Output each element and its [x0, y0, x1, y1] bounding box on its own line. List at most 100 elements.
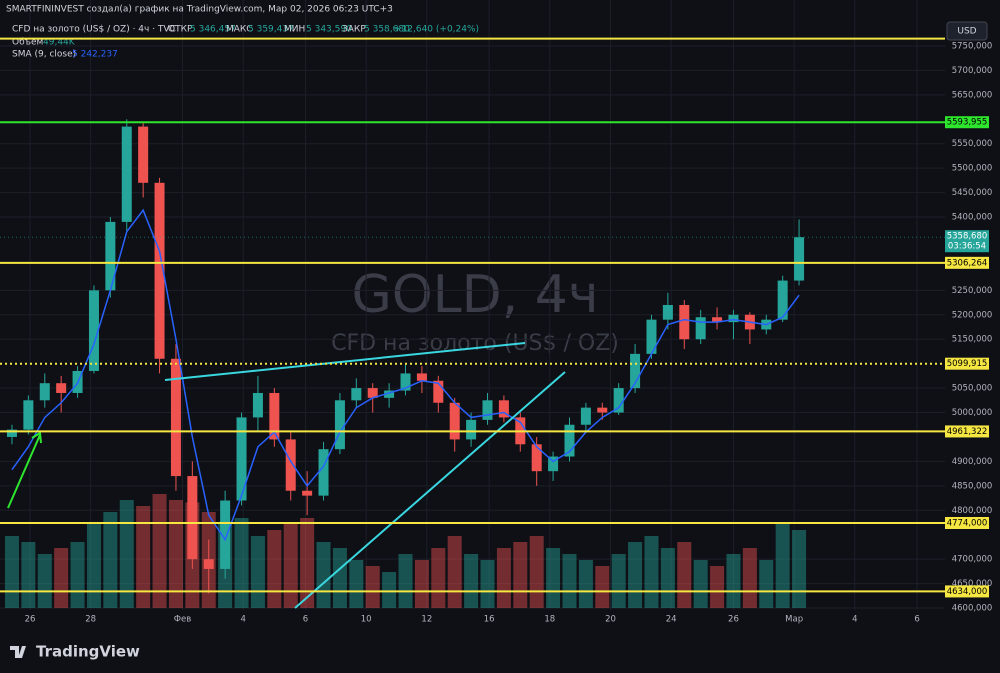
- volume-bar: [611, 554, 626, 608]
- y-tick-label: 4800,000: [952, 506, 993, 516]
- credit: SMARTFININVEST создал(а) график на Tradi…: [6, 5, 393, 15]
- volume-bar: [546, 548, 561, 608]
- volume-bar: [250, 536, 265, 608]
- candle-body: [187, 476, 198, 560]
- volume-bar: [119, 500, 134, 608]
- price-axis-bg: [945, 0, 1000, 640]
- volume-bar: [693, 560, 708, 608]
- watermark-symbol: GOLD, 4ч: [351, 265, 598, 325]
- watermark-name: CFD на золото (US$ / OZ): [331, 331, 619, 356]
- volume-bar: [86, 524, 101, 608]
- candle-body: [203, 559, 214, 569]
- volume-bar: [267, 530, 282, 608]
- candle-body: [285, 439, 296, 491]
- volume-value: 49,44K: [43, 38, 76, 48]
- sma-label: SMA (9, close): [12, 50, 76, 60]
- y-tick-label: 4600,000: [952, 604, 993, 614]
- ohlc-value: 5 346,457: [190, 25, 236, 35]
- volume-bar: [513, 542, 528, 608]
- ohlc-label: ОТКР: [168, 25, 193, 35]
- candle-body: [138, 126, 149, 183]
- logo-icon: [10, 646, 26, 658]
- last-price-bg: [945, 230, 989, 253]
- candle-body: [482, 400, 493, 420]
- candle-body: [777, 280, 788, 320]
- volume-bar: [660, 548, 675, 608]
- y-tick-label: 5550,000: [952, 139, 993, 149]
- volume-bar: [759, 560, 774, 608]
- x-tick-label: 20: [605, 615, 616, 625]
- volume-bar: [54, 548, 69, 608]
- trend-line: [294, 371, 566, 609]
- candle-body: [597, 407, 608, 413]
- y-tick-label: 5400,000: [952, 213, 993, 223]
- candle-body: [794, 237, 805, 281]
- volume-bar: [480, 560, 495, 608]
- ohlc-value: 5 358,680: [364, 25, 410, 35]
- candle-body: [498, 400, 509, 418]
- volume-bar: [136, 506, 151, 608]
- ohlc-label: МАКС: [226, 25, 253, 35]
- currency[interactable]: USD: [957, 27, 976, 37]
- y-tick-label: 4850,000: [952, 481, 993, 491]
- x-tick-label: 26: [25, 615, 36, 625]
- candle-body: [6, 429, 17, 437]
- volume-bar: [710, 566, 725, 608]
- sma-value: 5 242,237: [72, 50, 118, 60]
- volume-bar: [4, 536, 19, 608]
- y-tick-label: 5450,000: [952, 188, 993, 198]
- currency-button[interactable]: [946, 21, 988, 41]
- volume-bar: [431, 548, 446, 608]
- x-tick-label: 16: [484, 615, 495, 625]
- volume-bar: [529, 536, 544, 608]
- candle-body: [712, 317, 723, 323]
- ohlc-label: МИН: [284, 25, 305, 35]
- candle-body: [580, 407, 591, 425]
- candle-body: [416, 373, 427, 381]
- candle-body: [449, 402, 460, 440]
- volume-bar: [496, 548, 511, 608]
- candle-body: [646, 319, 657, 354]
- volume-bar: [628, 542, 643, 608]
- candle-body: [466, 419, 477, 440]
- ohlc-value: 5 343,590: [306, 25, 352, 35]
- candle-body: [351, 388, 362, 401]
- y-tick-label: 5700,000: [952, 66, 993, 76]
- volume-bar: [447, 536, 462, 608]
- level-label-bg: [945, 585, 989, 598]
- level-label-bg: [945, 357, 989, 370]
- volume-bar: [283, 524, 298, 608]
- volume-bar: [742, 548, 757, 608]
- volume-bar: [21, 542, 36, 608]
- trend-line: [164, 342, 526, 381]
- countdown: 03:36:54: [948, 242, 986, 252]
- candle-body: [23, 400, 34, 430]
- volume-bar: [595, 566, 610, 608]
- logo: TradingView: [36, 643, 140, 661]
- candle-body: [400, 373, 411, 391]
- candle-body: [564, 424, 575, 457]
- volume-bar: [464, 554, 479, 608]
- candle-body: [695, 317, 706, 340]
- volume-bar: [365, 566, 380, 608]
- volume-bar: [726, 554, 741, 608]
- y-tick-label: 5000,000: [952, 408, 993, 418]
- x-tick-label: 10: [361, 615, 372, 625]
- candle-body: [433, 380, 444, 403]
- y-tick-label: 5650,000: [952, 90, 993, 100]
- arrow: [7, 434, 41, 509]
- candle-body: [302, 490, 313, 496]
- volume-bar: [578, 560, 593, 608]
- candle-body: [252, 392, 263, 418]
- candle-body: [170, 358, 181, 477]
- volume-bar: [70, 542, 85, 608]
- y-tick-label: 5050,000: [952, 384, 993, 394]
- y-tick-label: 4700,000: [952, 555, 993, 565]
- candle-body: [220, 500, 231, 569]
- candle-body: [56, 383, 67, 393]
- volume-label: Объем: [12, 38, 43, 48]
- level-label: 4961,322: [947, 427, 988, 437]
- candle-body: [105, 221, 116, 291]
- x-tick-label: 24: [666, 615, 677, 625]
- candle-body: [679, 305, 690, 340]
